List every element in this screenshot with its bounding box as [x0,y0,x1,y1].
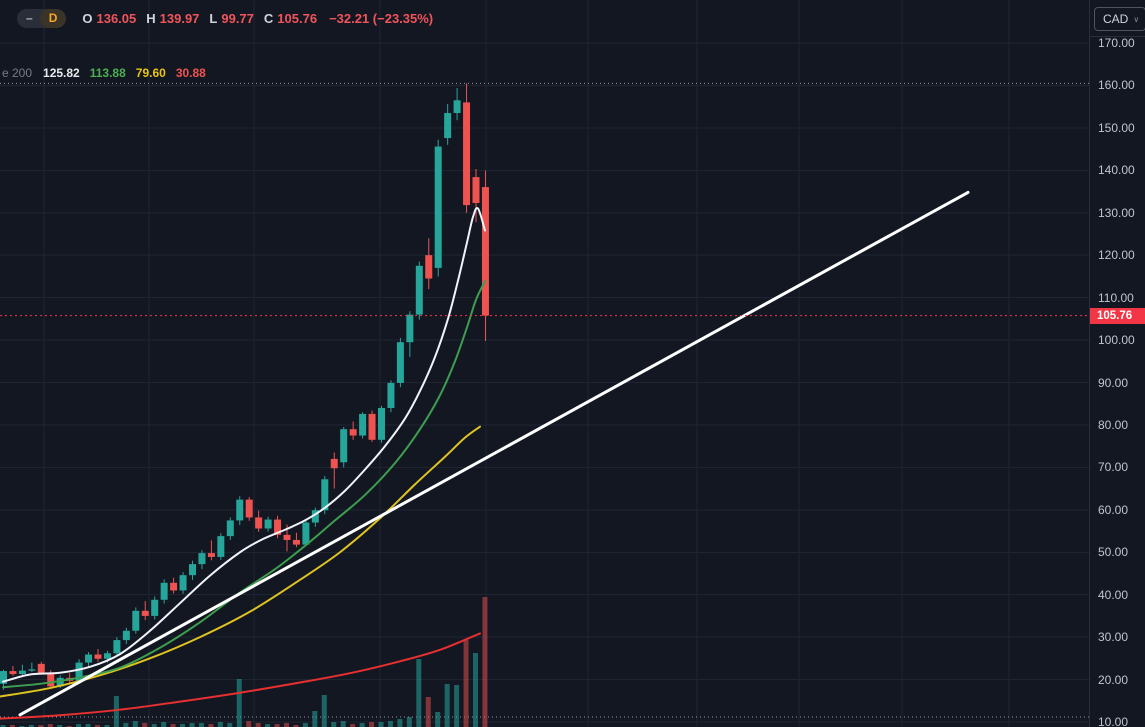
chart-toolbar: – D O 136.05 H 139.97 L 99.77 C 105.76 −… [17,9,433,28]
ohlc-readout: O 136.05 H 139.97 L 99.77 C 105.76 −32.2… [82,11,433,26]
ohlc-high-label: H [146,11,156,26]
ohlc-open-value: 136.05 [96,11,137,26]
indicator-label: e 200 [2,66,33,80]
price-axis-label: 70.00 [1098,460,1129,475]
currency-toggle-button[interactable]: CAD ∨ [1094,7,1145,31]
price-axis-label: 130.00 [1098,205,1135,220]
ma-red [0,632,481,720]
ma-white [2,206,486,683]
price-axis-label: 60.00 [1098,502,1129,517]
price-axis-label: 160.00 [1098,78,1135,93]
price-axis-label: 90.00 [1098,375,1129,390]
price-axis-label: 20.00 [1098,672,1129,687]
indicator-value: 113.88 [89,66,126,80]
currency-label: CAD [1103,12,1129,26]
dash-icon: – [26,10,33,25]
ohlc-open-label: O [82,11,93,26]
ohlc-close-label: C [263,11,274,26]
chart-canvas[interactable] [0,0,1089,727]
price-axis-label: 150.00 [1098,120,1135,135]
indicator-values: 125.82 113.88 79.60 30.88 [43,66,206,80]
legend-collapse-toggle[interactable]: – D [17,9,67,28]
price-axis-label: 120.00 [1098,248,1135,263]
price-axis-label: 40.00 [1098,587,1129,602]
ma-green [2,280,486,689]
price-axis-label: 140.00 [1098,163,1135,178]
indicator-value: 30.88 [175,66,206,80]
currency-cell: CAD ∨ [1090,0,1145,37]
trendline [18,190,970,717]
price-axis-label: 50.00 [1098,545,1129,560]
price-axis-label: 110.00 [1098,290,1134,305]
indicator-value: 125.82 [43,66,80,80]
ma-yellow [0,425,481,698]
indicator-value: 79.60 [135,66,166,80]
interval-button[interactable]: D [39,9,67,28]
price-axis-label: 80.00 [1098,417,1129,432]
chevron-down-icon: ∨ [1133,15,1140,24]
price-axis[interactable]: CAD ∨ 170.00 160.00 150.00 140.00 130.00 120.… [1089,0,1145,727]
price-axis-label: 170.00 [1098,36,1135,50]
price-axis-label: 30.00 [1098,630,1129,645]
ohlc-low-label: L [209,11,218,26]
ohlc-low-value: 99.77 [221,11,254,26]
ohlc-change-value: −32.21 (−23.35%) [329,11,434,26]
current-price-label: 105.76 [1090,307,1145,324]
price-axis-label: 10.00 [1098,715,1129,727]
price-axis-label: 100.00 [1098,333,1135,348]
chart-svg [0,0,1089,727]
ohlc-close-value: 105.76 [277,11,318,26]
ohlc-high-value: 139.97 [159,11,200,26]
indicator-legend: e 200 125.82 113.88 79.60 30.88 [2,66,206,80]
